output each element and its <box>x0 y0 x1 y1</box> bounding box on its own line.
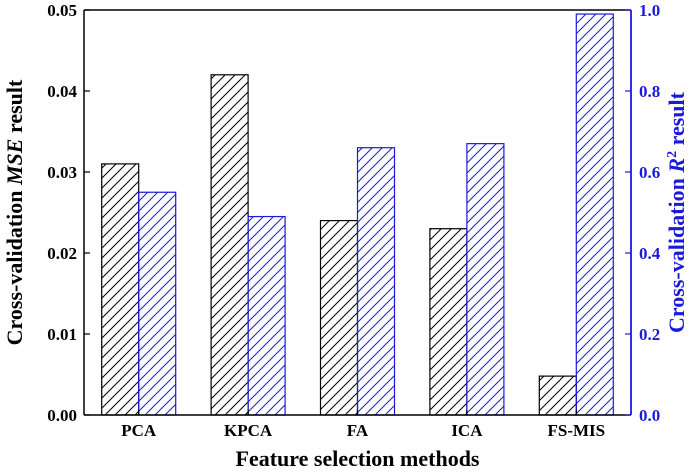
r2-bar-ica <box>466 143 505 416</box>
left-y-title-prefix: Cross-validation <box>2 185 27 345</box>
x-tick-label: PCA <box>121 421 157 440</box>
x-tick-label: KPCA <box>224 421 273 440</box>
left-y-axis-title: Cross-validation MSE result <box>2 79 27 345</box>
r2-bar-kpca <box>247 215 286 416</box>
right-y-title-sup: 2 <box>665 151 680 158</box>
r2-bars <box>138 13 614 416</box>
right-y-tick-label: 0.0 <box>639 406 660 425</box>
left-y-ticks: 0.00 0.01 0.02 0.03 0.04 0.05 <box>47 1 90 425</box>
right-y-tick-label: 0.6 <box>639 163 660 182</box>
right-y-axis-title: Cross-validation R2 result <box>664 91 689 333</box>
r2-bar-pca <box>138 191 177 416</box>
mse-bar-ica <box>429 228 468 416</box>
x-tick-label: FS-MIS <box>547 421 605 440</box>
x-ticks: PCA KPCA FA ICA FS-MIS <box>121 410 605 440</box>
mse-bar-fs-mis <box>538 375 577 416</box>
mse-bars <box>101 74 577 416</box>
x-axis-title: Feature selection methods <box>236 446 480 471</box>
right-y-title-italic: R <box>664 158 689 174</box>
mse-bar-pca <box>101 163 140 416</box>
left-y-tick-label: 0.03 <box>47 163 77 182</box>
x-tick-label: ICA <box>451 421 483 440</box>
right-y-tick-label: 0.2 <box>639 325 660 344</box>
mse-bar-kpca <box>210 74 249 416</box>
right-y-title-suffix: result <box>664 91 689 151</box>
right-y-tick-label: 0.8 <box>639 82 660 101</box>
left-y-tick-label: 0.04 <box>47 82 77 101</box>
right-y-tick-label: 1.0 <box>639 1 660 20</box>
right-y-ticks: 0.0 0.2 0.4 0.6 0.8 1.0 <box>625 1 661 425</box>
left-y-title-suffix: result <box>2 79 27 139</box>
mse-bar-fa <box>319 220 359 416</box>
right-y-tick-label: 0.4 <box>639 244 661 263</box>
left-y-tick-label: 0.01 <box>47 325 77 344</box>
right-y-title-prefix: Cross-validation <box>664 173 689 333</box>
left-y-title-italic: MSE <box>2 139 27 186</box>
r2-bar-fs-mis <box>575 13 614 416</box>
left-y-tick-label: 0.05 <box>47 1 77 20</box>
left-y-tick-label: 0.00 <box>47 406 77 425</box>
x-tick-label: FA <box>347 421 369 440</box>
left-y-tick-label: 0.02 <box>47 244 77 263</box>
r2-bar-fa <box>356 147 396 416</box>
